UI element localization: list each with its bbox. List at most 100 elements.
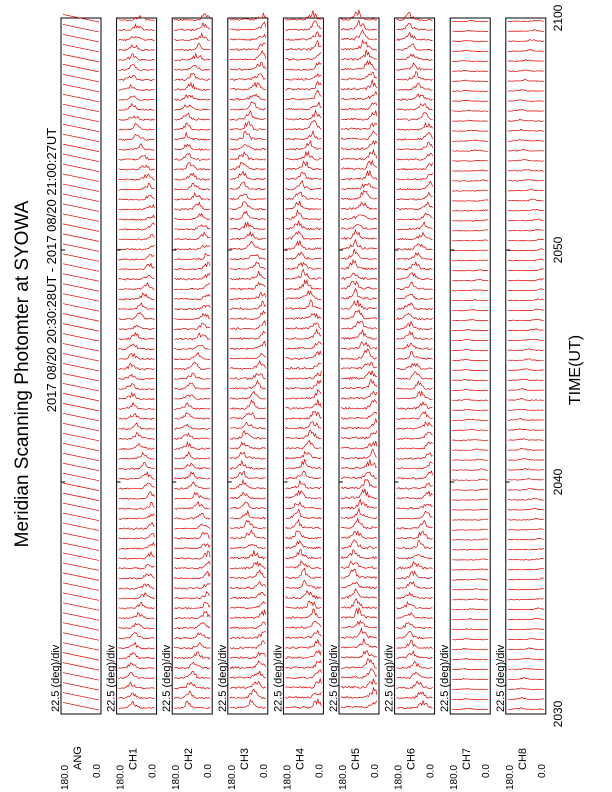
trace-line	[62, 472, 100, 482]
trace-line	[285, 109, 322, 121]
trace-line	[507, 378, 544, 381]
y-tick-bottom: 0.0	[426, 764, 437, 778]
trace-line	[229, 660, 267, 670]
trace-line	[118, 532, 155, 540]
trace-line	[507, 517, 544, 521]
trace-line	[507, 507, 544, 511]
trace-line	[452, 668, 489, 671]
trace-line	[229, 240, 267, 251]
trace-line	[118, 362, 155, 371]
trace-line	[229, 61, 267, 71]
trace-line	[340, 638, 378, 649]
trace-line	[285, 410, 322, 420]
y-tick-bottom: 0.0	[370, 764, 381, 778]
trace-line	[118, 662, 155, 670]
trace-line	[62, 422, 100, 432]
trace-line	[62, 183, 100, 192]
trace-line	[507, 528, 544, 531]
trace-line	[452, 219, 489, 222]
trace-line	[118, 83, 155, 91]
trace-line	[507, 78, 544, 82]
trace-line	[173, 21, 211, 32]
trace-line	[452, 139, 489, 142]
trace-line	[62, 283, 100, 292]
trace-line	[452, 588, 489, 591]
trace-line	[396, 401, 433, 410]
trace-line	[340, 122, 378, 131]
trace-line	[173, 183, 211, 191]
trace-line	[62, 692, 100, 701]
trace-line	[174, 512, 211, 520]
channel-label: CH7	[461, 748, 473, 770]
trace-line	[229, 631, 266, 640]
trace-line	[452, 418, 489, 421]
x-tick-label: 2030	[551, 700, 565, 727]
trace-line	[229, 478, 266, 490]
trace-line	[340, 560, 378, 570]
trace-line	[285, 698, 322, 710]
traces	[285, 10, 322, 710]
trace-line	[174, 312, 211, 321]
panel-ch2: 180.0 0.0 CH2 22.5 (deg)/div	[161, 13, 214, 790]
trace-line	[62, 452, 100, 462]
trace-line	[118, 601, 155, 610]
trace-line	[62, 34, 100, 43]
trace-line	[452, 598, 489, 601]
trace-line	[507, 418, 544, 421]
trace-line	[62, 243, 100, 252]
trace-line	[174, 550, 211, 560]
trace-line	[285, 101, 322, 111]
y-tick-bottom: 0.0	[92, 764, 103, 778]
channel-label: CH4	[294, 748, 306, 770]
trace-line	[452, 398, 489, 402]
trace-line	[118, 442, 155, 451]
trace-line	[62, 323, 100, 332]
trace-line	[62, 54, 100, 63]
trace-line	[174, 412, 211, 420]
trace-line	[452, 309, 489, 312]
trace-line	[396, 639, 433, 650]
trace-line	[452, 338, 489, 342]
trace-line	[174, 450, 211, 460]
trace-line	[229, 459, 267, 470]
trace-line	[507, 268, 544, 272]
trace-line	[229, 560, 267, 570]
trace-line	[118, 44, 155, 52]
trace-line	[229, 11, 266, 21]
traces	[396, 11, 433, 710]
y-tick-top: 180.0	[282, 765, 293, 790]
trace-line	[118, 471, 155, 481]
trace-line	[452, 179, 489, 182]
trace-line	[118, 672, 155, 680]
trace-line	[174, 81, 211, 92]
chart-title: Meridian Scanning Photomter at SYOWA	[12, 200, 33, 547]
trace-line	[229, 640, 266, 650]
scale-label: 22.5 (deg)/div	[272, 644, 284, 712]
trace-line	[396, 482, 433, 490]
trace-line	[118, 573, 155, 580]
panel-frame	[171, 17, 213, 715]
trace-line	[340, 248, 378, 260]
trace-line	[340, 498, 378, 510]
trace-line	[452, 40, 489, 42]
channel-label: CH8	[517, 748, 529, 770]
trace-line	[229, 161, 266, 171]
trace-line	[229, 261, 266, 271]
trace-line	[285, 261, 322, 270]
trace-line	[174, 65, 211, 71]
trace-line	[62, 542, 100, 551]
trace-line	[507, 657, 544, 661]
trace-line	[285, 649, 322, 660]
trace-line	[452, 69, 489, 72]
trace-line	[229, 412, 266, 420]
trace-line	[229, 352, 267, 360]
trace-line	[229, 591, 267, 600]
trace-line	[118, 343, 155, 351]
trace-line	[340, 568, 378, 579]
trace-line	[173, 601, 211, 610]
trace-line	[229, 429, 266, 440]
trace-line	[340, 348, 378, 361]
trace-line	[118, 122, 155, 131]
trace-line	[507, 557, 544, 561]
trace-line	[174, 201, 211, 211]
